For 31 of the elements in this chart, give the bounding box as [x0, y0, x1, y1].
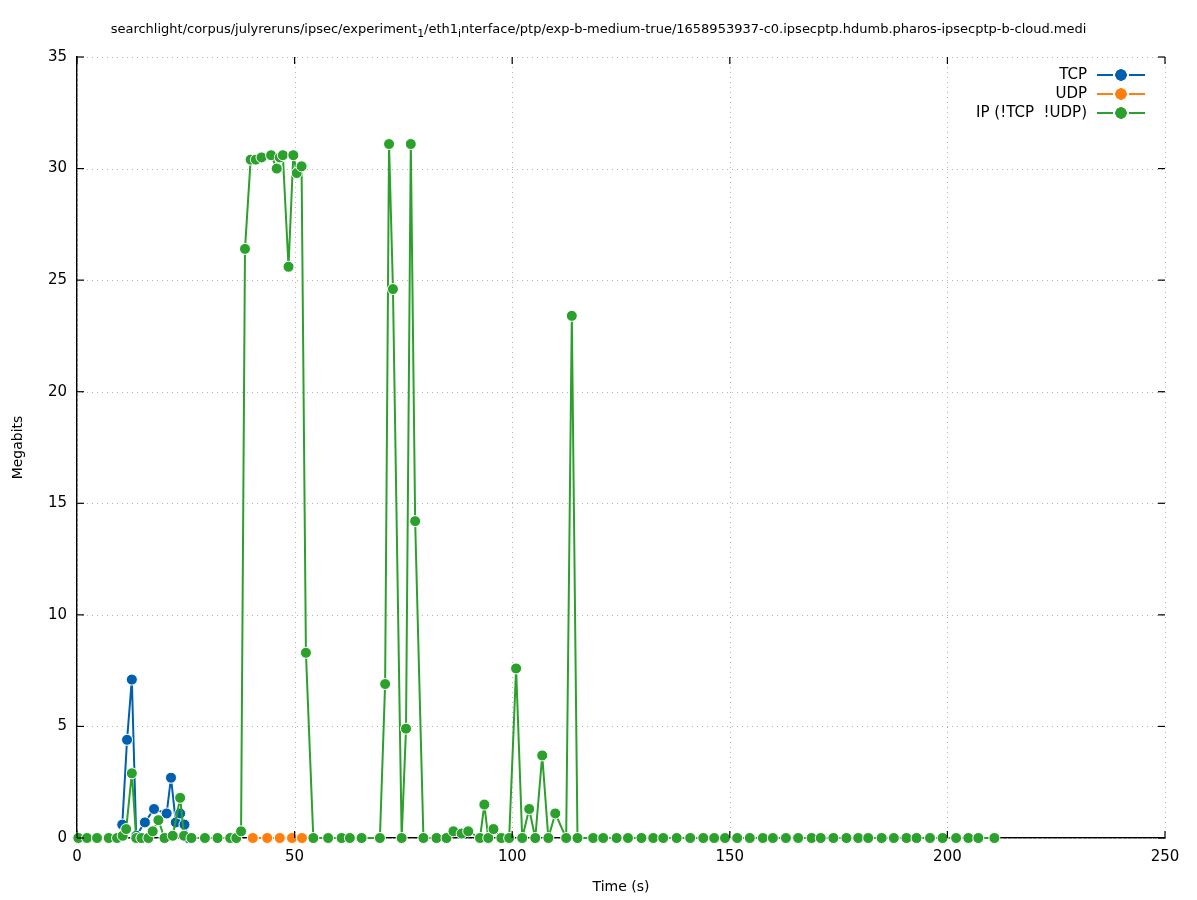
x-tick-label: 0 [72, 846, 82, 865]
point [148, 802, 161, 815]
point [138, 816, 151, 829]
point [296, 832, 308, 844]
point [273, 832, 286, 844]
point [246, 832, 259, 844]
y-tick-label: 20 [47, 381, 67, 400]
y-tick-label: 0 [57, 827, 67, 846]
point [285, 832, 298, 844]
y-tick-label: 35 [47, 46, 67, 65]
legend-label: IP (!TCP !UDP) [976, 103, 1087, 122]
point [261, 832, 274, 844]
point [165, 771, 177, 784]
x-axis-title: Time (s) [591, 878, 650, 895]
y-tick-label: 25 [47, 270, 67, 289]
y-tick-label: 15 [47, 493, 67, 512]
x-tick-label: 250 [1150, 846, 1180, 865]
point [121, 733, 134, 746]
y-tick-label: 30 [47, 158, 67, 177]
y-tick-label: 10 [47, 604, 67, 623]
x-tick-label: 100 [497, 846, 527, 865]
y-axis-title: Megabits [9, 415, 26, 480]
x-tick-label: 150 [715, 846, 745, 865]
chart-title: searchlight/corpus/julyreruns/ipsec/experiment$_{1}$/eth1$_{i}$nterface/ptp/exp-b-medium-true/1658953937-c0.ipsecptp.hdumb.pharos-ipsecptp-b-cloud.medi [109, 20, 1088, 42]
point [160, 807, 173, 820]
x-tick-label: 50 [285, 846, 305, 865]
legend-label: UDP [1055, 84, 1087, 103]
y-tick-label: 5 [57, 716, 67, 735]
point [125, 673, 138, 686]
x-tick-label: 200 [933, 846, 962, 865]
legend-label: TCP [1059, 65, 1087, 84]
